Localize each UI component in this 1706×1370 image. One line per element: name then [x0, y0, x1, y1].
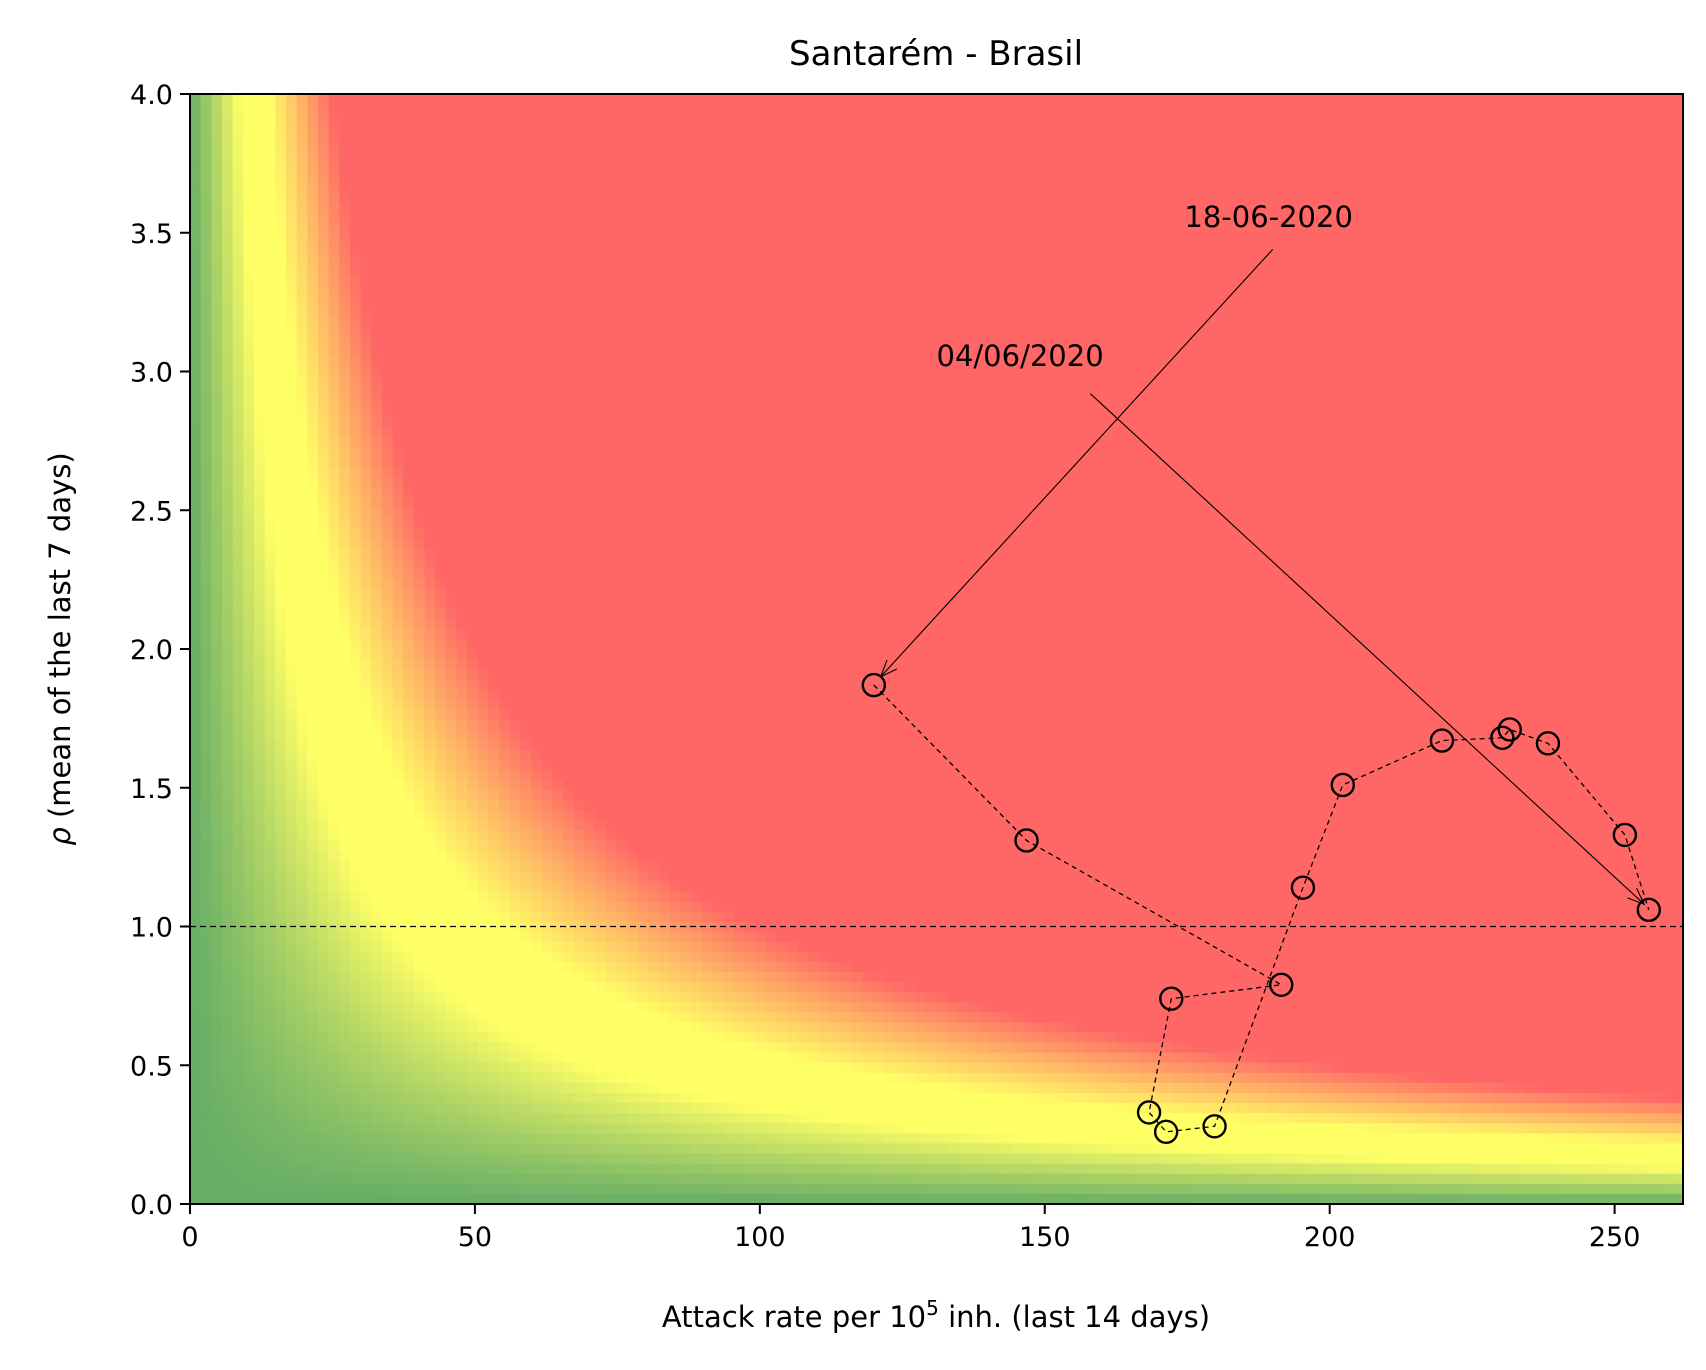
data-point	[1202, 1114, 1227, 1139]
x-tick-label: 50	[458, 1222, 492, 1253]
y-tick-label: 2.5	[130, 496, 173, 527]
annotation: 18-06-2020	[879, 200, 1353, 678]
chart-title: Santarém - Brasil	[789, 34, 1083, 74]
x-tick-label: 0	[181, 1222, 198, 1253]
data-point	[1290, 875, 1316, 900]
data-point	[1330, 772, 1356, 798]
series-path	[873, 684, 1650, 1133]
annotation-arrowhead	[879, 659, 898, 678]
x-tick-label: 150	[1019, 1222, 1071, 1253]
data-point	[861, 672, 887, 698]
data-point	[1014, 828, 1039, 853]
y-tick-label: 1.0	[130, 913, 173, 944]
y-tick-label: 2.0	[130, 635, 173, 666]
data-point	[1269, 972, 1294, 997]
x-axis: 0 50 100 150 200 250	[181, 1204, 1640, 1253]
annotation-arrow	[1089, 393, 1645, 905]
x-tick-label: 200	[1304, 1222, 1356, 1253]
data-point	[1159, 986, 1184, 1011]
x-tick-label: 100	[734, 1222, 786, 1253]
annotation-arrow	[880, 249, 1274, 678]
y-tick-label: 3.0	[130, 358, 173, 389]
data-point	[1490, 725, 1515, 750]
y-tick-label: 0.5	[130, 1051, 173, 1082]
data-point	[1535, 731, 1561, 756]
y-tick-label: 3.5	[130, 219, 173, 250]
annotation: 04/06/2020	[937, 339, 1646, 906]
data-point	[1429, 728, 1455, 753]
y-tick-label: 0.0	[130, 1190, 173, 1221]
annotation-label: 04/06/2020	[937, 339, 1104, 373]
annotation-arrowhead	[1627, 887, 1646, 906]
y-tick-label: 4.0	[130, 80, 173, 111]
x-tick-label: 250	[1589, 1222, 1641, 1253]
data-point	[1636, 897, 1662, 923]
data-point	[1497, 717, 1522, 742]
annotation-label: 18-06-2020	[1184, 200, 1353, 234]
data-point	[1136, 1100, 1162, 1125]
y-axis-label: ρ (mean of the last 7 days)	[43, 452, 77, 845]
data-point	[1153, 1119, 1179, 1145]
risk-heatmap-background	[190, 94, 1683, 1204]
y-axis: 0.0 0.5 1.0 1.5 2.0 2.5 3.0 3.5 4.0	[130, 80, 190, 1221]
x-axis-label: Attack rate per 105 inh. (last 14 days)	[662, 1296, 1210, 1334]
y-tick-label: 1.5	[130, 774, 173, 805]
data-point	[1612, 822, 1638, 848]
